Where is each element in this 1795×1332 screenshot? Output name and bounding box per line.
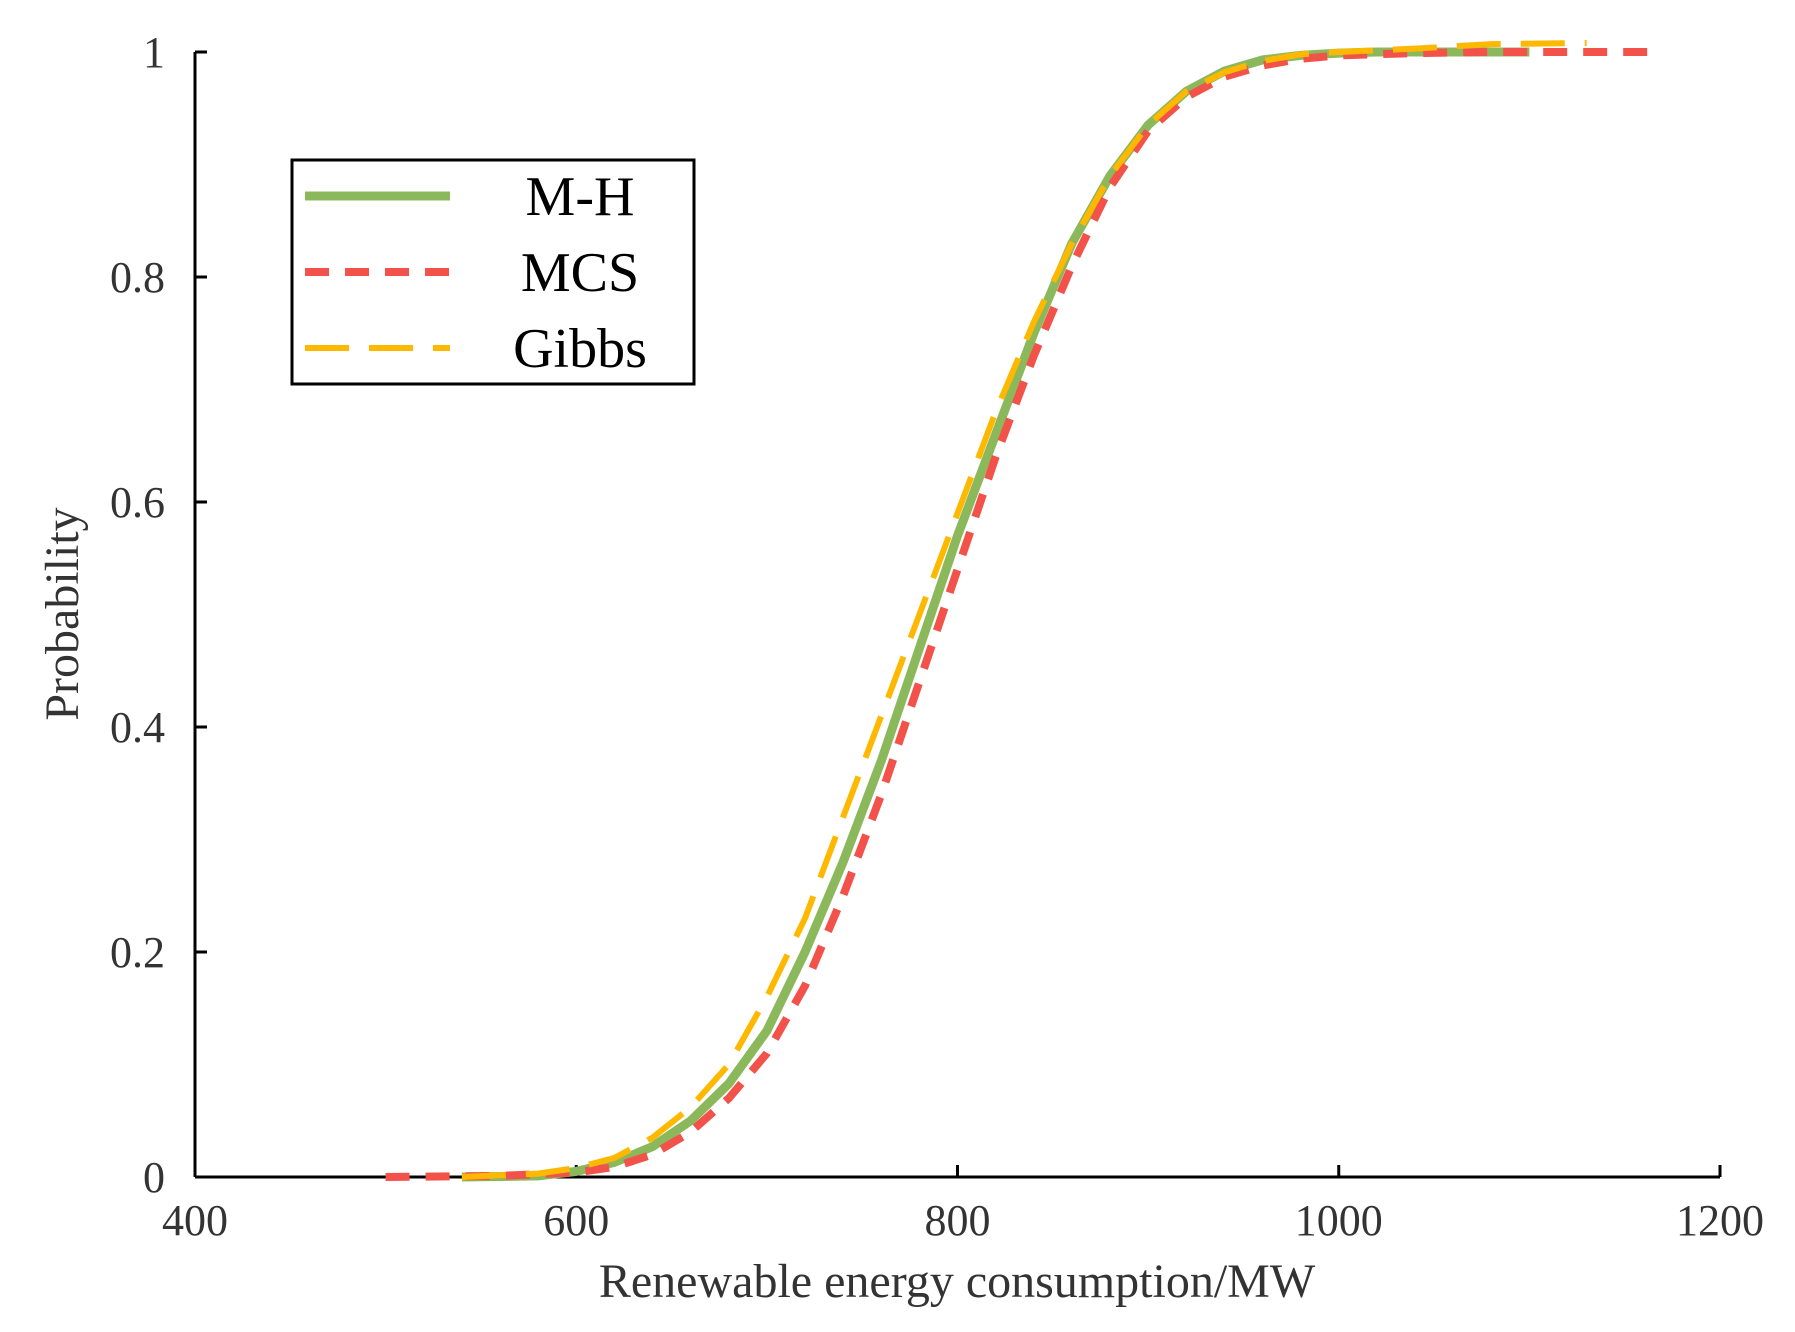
legend: M-H MCS Gibbs <box>290 158 696 386</box>
y-tick-label: 1 <box>143 28 165 77</box>
y-tick-label: 0 <box>143 1153 165 1202</box>
y-axis-label: Probability <box>36 507 89 720</box>
x-tick-label: 600 <box>543 1196 609 1245</box>
x-tick-label: 400 <box>162 1196 228 1245</box>
legend-label: M-H <box>526 166 635 228</box>
y-tick-label: 0.8 <box>110 253 165 302</box>
legend-label: MCS <box>521 242 639 304</box>
y-tick-label: 0.4 <box>110 703 165 752</box>
legend-label: Gibbs <box>513 318 647 380</box>
x-axis-label: Renewable energy consumption/MW <box>599 1255 1316 1308</box>
x-tick-label: 1200 <box>1676 1196 1764 1245</box>
legend-entries: M-H MCS Gibbs <box>305 166 647 380</box>
y-tick-label: 0.6 <box>110 478 165 527</box>
ticks: 400 600 800 1000 1200 0 0.2 0.4 0.6 0.8 1 <box>110 28 1764 1245</box>
x-tick-label: 1000 <box>1295 1196 1383 1245</box>
series-line-mcs <box>385 48 1663 1181</box>
x-tick-label: 800 <box>925 1196 991 1245</box>
y-tick-label: 0.2 <box>110 928 165 977</box>
series-line-gibbs <box>461 40 1587 1180</box>
series-layer <box>385 40 1663 1182</box>
